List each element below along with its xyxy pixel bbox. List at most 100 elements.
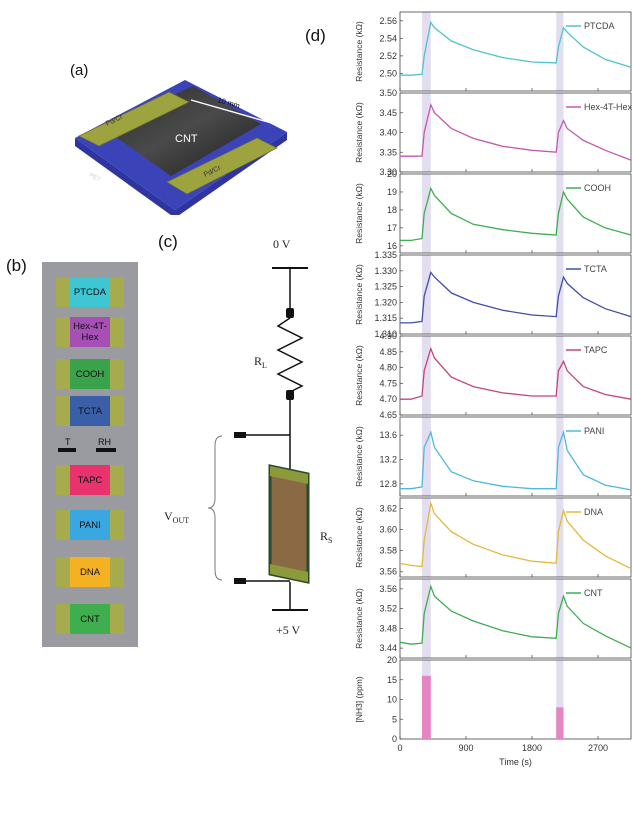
series-line-cooh [400,186,632,242]
exposure-window-dna-1 [556,498,564,577]
xtick-label-0: 0 [397,743,402,753]
electrode-bottom [166,137,278,195]
exposure-window-hex-4t-hex-0 [422,93,431,172]
sensor-label-tcta: TCTA [70,396,110,426]
ytick-label-dna-0: 3.56 [379,567,397,577]
ytick-label-hex-4t-hex-0: 3.30 [379,167,397,177]
dimension-line [190,99,276,125]
ytick-label-hex-4t-hex-2: 3.40 [379,128,397,138]
legend-label-tcta: TCTA [584,264,607,274]
ytick-label-pani-1: 13.2 [379,455,397,465]
ytick-label-nh3-4: 20 [387,655,397,665]
ytick-label-cnt-0: 3.44 [379,643,397,653]
legend-label-tapc: TAPC [584,345,608,355]
panel-frame-tcta [399,254,632,335]
exposure-window-dna-0 [422,498,431,577]
ytick-label-tcta-5: 1.335 [374,250,397,260]
rl-label: RL [254,354,267,370]
series-line-pani [400,429,632,491]
ytick-label-tapc-3: 4.80 [379,363,397,373]
sensor-label-pani: PANI [70,510,110,540]
temperature-sensor [58,448,76,452]
exposure-window-tcta-0 [422,255,431,334]
ytick-label-cnt-3: 3.56 [379,584,397,594]
series-line-cnt [399,584,632,649]
voltage-divider-circuit: 0 V RL RS VOUT [164,237,332,611]
chip-sensor-pani: PANI [56,510,124,540]
chip-sensor-dna: DNA [56,557,124,587]
ytick-label-nh3-1: 5 [392,714,397,724]
ytick-label-ptcda-0: 2.50 [379,68,397,78]
ylabel-tapc: Resistance (kΩ) [354,345,364,406]
ylabel-pani: Resistance (kΩ) [354,426,364,487]
ytick-label-cnt-1: 3.48 [379,623,397,633]
ytick-label-cooh-2: 18 [387,205,397,215]
panel-label-a: (a) [70,62,89,79]
ytick-label-dna-2: 3.60 [379,525,397,535]
ytick-label-hex-4t-hex-1: 3.35 [379,147,397,157]
ytick-label-cooh-3: 19 [387,187,397,197]
film-label: CNT [175,133,198,145]
series-line-dna [399,500,632,570]
ylabel-cooh: Resistance (kΩ) [354,183,364,244]
ylabel-nh3: [NH3] (ppm) [354,676,364,722]
series-line-ptcda [400,20,632,76]
series-line-hex-4t-hex [400,102,632,161]
vout-top-terminal [234,432,246,438]
xtick-label-3: 2700 [588,743,608,753]
sensor-resistor-body [268,464,310,584]
humidity-sensor [96,448,116,452]
ytick-label-cooh-0: 16 [387,241,397,251]
chip-sensor-tapc: TAPC [56,465,124,495]
exposure-window-nh3-1 [556,660,564,739]
exposure-window-hex-4t-hex-1 [556,93,564,172]
legend-label-cooh: COOH [584,183,611,193]
ylabel-hex-4t-hex: Resistance (kΩ) [354,102,364,163]
panel-frame-tapc [399,335,632,416]
xlabel: Time (s) [499,757,532,767]
humidity-sensor-label: RH [98,437,111,447]
ytick-label-dna-3: 3.62 [379,504,397,514]
sensor-array-chip: PTCDA Hex-4T-Hex COOH TCTA T RH TAPC PAN… [42,262,138,647]
ylabel-ptcda: Resistance (kΩ) [354,21,364,82]
ytick-label-nh3-3: 15 [387,675,397,685]
ytick-label-ptcda-1: 2.52 [379,51,397,61]
legend-label-dna: DNA [584,507,603,517]
cnt-device-illustration: Pd/Cr Pd/Cr CNT PET 10 mm [75,80,287,215]
panel-frame-nh3 [399,659,632,740]
exposure-window-cnt-0 [422,579,431,658]
exposure-window-cnt-1 [556,579,564,658]
exposure-window-cooh-0 [422,174,431,253]
sensor-label-hex4t: Hex-4T-Hex [70,317,110,347]
sensor-label-tapc: TAPC [70,465,110,495]
resistance-time-series-chart: 2.50 2.52 2.54 2.56 Resistance (kΩ) PTCDA 3.30… [354,11,632,767]
sensor-label-ptcda: PTCDA [70,277,110,307]
sensor-label-cooh: COOH [70,359,110,389]
ytick-label-tapc-5: 4.90 [379,331,397,341]
chip-sensor-tcta: TCTA [56,396,124,426]
ytick-label-pani-2: 13.6 [379,430,397,440]
ytick-label-tapc-1: 4.70 [379,394,397,404]
ylabel-dna: Resistance (kΩ) [354,507,364,568]
sensor-label-cnt: CNT [70,604,110,634]
exposure-window-pani-0 [422,417,431,496]
chip-sensor-cooh: COOH [56,359,124,389]
pet-substrate-side [75,132,287,215]
ytick-label-tcta-4: 1.330 [374,266,397,276]
rl-bottom-terminal [286,390,294,400]
exposure-window-tapc-1 [556,336,564,415]
ytick-label-dna-1: 3.58 [379,546,397,556]
series-line-tapc [400,346,632,400]
ytick-label-cnt-2: 3.52 [379,604,397,614]
ytick-label-nh3-0: 0 [392,734,397,744]
top-voltage-label: 0 V [273,237,291,251]
ytick-label-hex-4t-hex-4: 3.50 [379,88,397,98]
panel-frame-dna [399,497,632,578]
ylabel-cnt: Resistance (kΩ) [354,588,364,649]
substrate-label: PET [88,173,101,184]
ytick-label-cooh-4: 20 [387,169,397,179]
ylabel-tcta: Resistance (kΩ) [354,264,364,325]
temperature-sensor-label: T [65,437,71,447]
ytick-label-tcta-0: 1.310 [374,329,397,339]
sensor-label-dna: DNA [70,557,110,587]
